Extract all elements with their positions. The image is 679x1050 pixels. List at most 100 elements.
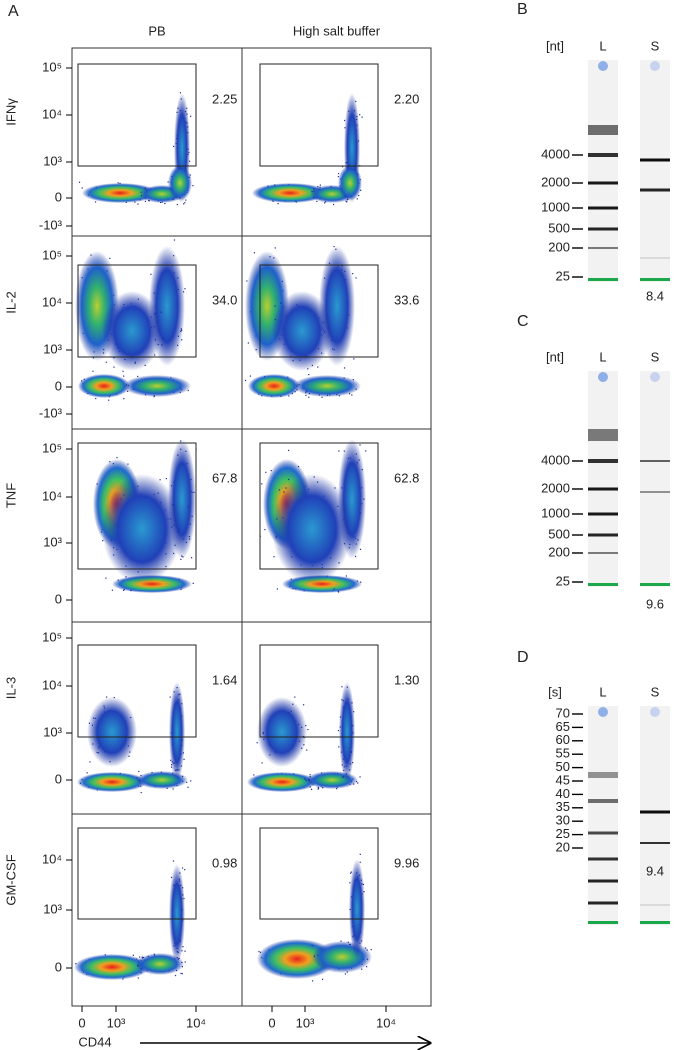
gate-percentage: 0.98	[212, 855, 237, 870]
lane	[588, 706, 618, 925]
event-dot	[273, 556, 275, 558]
event-dot	[183, 203, 185, 205]
event-dot	[150, 273, 152, 275]
ladder-label: 40	[556, 786, 570, 801]
event-dot	[187, 786, 189, 788]
event-dot	[246, 280, 248, 282]
event-dot	[140, 791, 142, 794]
gate	[77, 63, 197, 167]
event-dot	[140, 971, 142, 974]
y-tick-label: -10³	[39, 217, 63, 232]
event-dot	[361, 968, 363, 970]
event-dot	[116, 456, 118, 459]
event-dot	[352, 273, 354, 275]
y-tick-label: 10³	[43, 534, 62, 549]
event-dot	[308, 396, 310, 398]
well	[598, 61, 608, 71]
event-dot	[113, 366, 115, 368]
event-dot	[278, 489, 281, 491]
lane-label: L	[599, 349, 606, 364]
event-dot	[191, 557, 193, 559]
ladder-label: 2000	[541, 480, 570, 495]
lane	[588, 60, 618, 282]
y-tick-label: 10⁴	[42, 851, 62, 866]
event-dot	[365, 450, 367, 452]
event-dot	[105, 361, 107, 363]
gate-percentage: 33.6	[394, 292, 419, 307]
event-dot	[181, 867, 184, 869]
event-dot	[264, 528, 266, 531]
event-dot	[253, 252, 255, 254]
event-dot	[345, 200, 347, 202]
density-blob	[247, 772, 317, 792]
event-dot	[359, 776, 361, 778]
gate	[259, 827, 379, 920]
band	[588, 181, 618, 185]
event-dot	[190, 115, 192, 117]
event-dot	[86, 772, 88, 774]
event-dot	[307, 728, 309, 731]
event-dot	[309, 774, 311, 776]
event-dot	[122, 589, 125, 592]
event-dot	[303, 704, 305, 706]
event-dot	[349, 882, 351, 884]
event-dot	[176, 969, 178, 972]
event-dot	[332, 203, 335, 206]
event-dot	[164, 202, 166, 205]
event-dot	[165, 477, 167, 480]
gate-percentage: 2.20	[394, 91, 419, 106]
event-dot	[317, 185, 319, 188]
y-axis-label: IL-3	[3, 677, 18, 699]
y-tick-label: 10³	[43, 153, 62, 168]
well	[650, 372, 660, 382]
band	[588, 206, 618, 210]
event-dot	[180, 558, 182, 560]
y-axis-label: IFNγ	[3, 98, 18, 126]
lane	[588, 371, 618, 587]
event-dot	[366, 966, 368, 968]
x-tick-label: 10³	[107, 1015, 126, 1030]
event-dot	[324, 202, 326, 204]
gate-percentage: 9.96	[394, 855, 419, 870]
event-dot	[137, 977, 139, 979]
well	[650, 707, 660, 717]
gate-percentage: 62.8	[394, 470, 419, 485]
event-dot	[184, 288, 186, 290]
event-dot	[319, 184, 321, 186]
event-dot	[357, 782, 359, 784]
lane-label: S	[651, 38, 660, 53]
event-dot	[187, 506, 189, 508]
column-header: PB	[148, 23, 165, 38]
density-blob	[272, 474, 352, 584]
event-dot	[161, 344, 163, 346]
event-dot	[92, 370, 94, 372]
event-dot	[344, 973, 347, 975]
event-dot	[355, 277, 357, 279]
marker-band	[588, 583, 618, 586]
marker-band	[640, 278, 670, 281]
event-dot	[343, 119, 346, 122]
well	[598, 707, 608, 717]
event-dot	[184, 961, 186, 963]
event-dot	[261, 483, 263, 485]
y-tick-label: 10⁵	[42, 629, 62, 644]
event-dot	[181, 775, 184, 778]
ladder-label: 200	[548, 239, 570, 254]
event-dot	[184, 869, 186, 871]
event-dot	[359, 114, 361, 116]
y-tick-label: -10³	[39, 405, 63, 420]
x-tick-label: 10⁴	[186, 1015, 206, 1030]
density-blob	[77, 772, 147, 792]
event-dot	[337, 173, 340, 175]
gate	[259, 644, 379, 738]
plot-frame	[71, 47, 432, 1007]
band	[588, 125, 618, 135]
event-dot	[345, 575, 347, 577]
event-dot	[351, 394, 353, 396]
integrity-score: 9.4	[646, 863, 664, 878]
band	[588, 772, 618, 778]
event-dot	[144, 200, 147, 202]
event-dot	[139, 956, 141, 958]
event-dot	[247, 342, 249, 344]
